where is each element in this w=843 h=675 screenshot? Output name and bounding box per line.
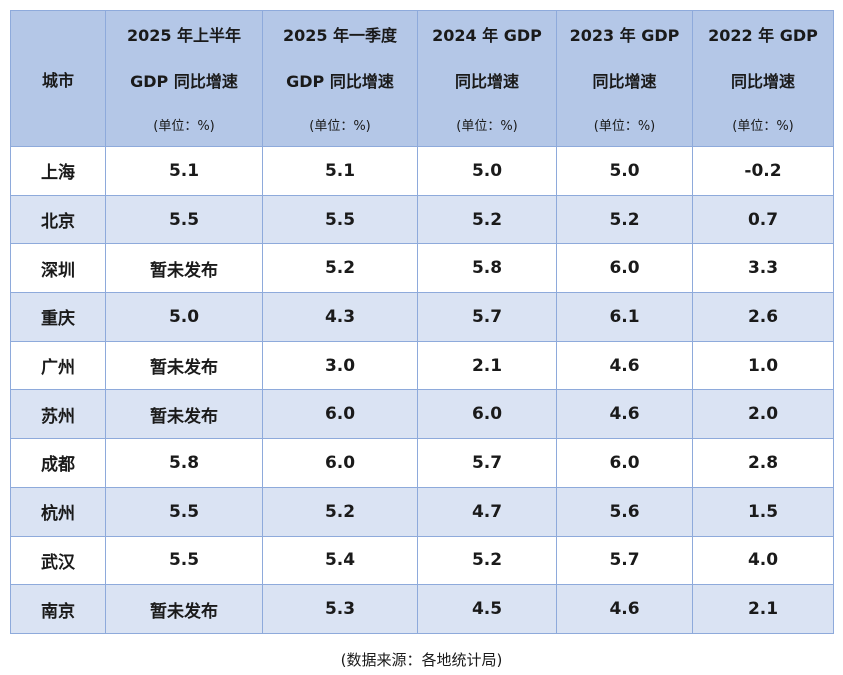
table-row: 深圳 暂未发布 5.2 5.8 6.0 3.3 — [10, 243, 834, 294]
value-cell: 5.2 — [417, 194, 557, 245]
value-cell: 2.8 — [692, 438, 834, 488]
city-cell: 武汉 — [10, 535, 106, 586]
value-cell: 5.5 — [105, 194, 263, 245]
value-cell: 4.6 — [556, 389, 693, 440]
city-cell: 上海 — [10, 146, 106, 196]
table-row: 广州 暂未发布 3.0 2.1 4.6 1.0 — [10, 340, 834, 391]
value-cell: 6.1 — [556, 292, 693, 342]
value-cell: 4.6 — [556, 584, 693, 634]
header-unit: (单位：%) — [153, 119, 215, 134]
gdp-growth-table: 城市 2025 年上半年 GDP 同比增速 (单位：%) 2025 年一季度 G… — [10, 10, 834, 634]
value-cell: 5.5 — [105, 535, 263, 586]
city-header-label: 城市 — [41, 70, 74, 90]
header-line1: 2022 年 GDP — [708, 26, 818, 45]
value-cell: 5.8 — [105, 438, 263, 488]
city-cell: 北京 — [10, 194, 106, 245]
table-row: 杭州 5.5 5.2 4.7 5.6 1.5 — [10, 486, 834, 537]
value-cell: 5.4 — [262, 535, 418, 586]
value-cell: 暂未发布 — [105, 389, 263, 440]
value-cell: 5.5 — [262, 194, 418, 245]
value-cell: -0.2 — [692, 146, 834, 196]
city-cell: 苏州 — [10, 389, 106, 440]
table-row: 北京 5.5 5.5 5.2 5.2 0.7 — [10, 194, 834, 245]
value-cell: 4.3 — [262, 292, 418, 342]
value-cell: 暂未发布 — [105, 243, 263, 294]
value-cell: 1.5 — [692, 486, 834, 537]
table-row: 南京 暂未发布 5.3 4.5 4.6 2.1 — [10, 584, 834, 634]
header-cell-2025-h1: 2025 年上半年 GDP 同比增速 (单位：%) — [105, 10, 263, 147]
city-cell: 杭州 — [10, 486, 106, 537]
header-cell-2022: 2022 年 GDP 同比增速 (单位：%) — [692, 10, 834, 147]
value-cell: 5.1 — [105, 146, 263, 196]
value-cell: 5.2 — [417, 535, 557, 586]
value-cell: 6.0 — [262, 389, 418, 440]
value-cell: 5.2 — [556, 194, 693, 245]
value-cell: 5.0 — [556, 146, 693, 196]
value-cell: 5.2 — [262, 486, 418, 537]
value-cell: 4.5 — [417, 584, 557, 634]
header-unit: (单位：%) — [309, 119, 371, 134]
header-row: 城市 2025 年上半年 GDP 同比增速 (单位：%) 2025 年一季度 G… — [10, 10, 834, 147]
header-line1: 2024 年 GDP — [432, 26, 542, 45]
city-cell: 南京 — [10, 584, 106, 634]
header-line1: 2025 年一季度 — [282, 26, 398, 45]
header-cell-2025-q1: 2025 年一季度 GDP 同比增速 (单位：%) — [262, 10, 418, 147]
value-cell: 5.7 — [417, 292, 557, 342]
value-cell: 2.0 — [692, 389, 834, 440]
header-unit: (单位：%) — [593, 119, 656, 134]
value-cell: 0.7 — [692, 194, 834, 245]
value-cell: 5.6 — [556, 486, 693, 537]
value-cell: 5.7 — [556, 535, 693, 586]
value-cell: 1.0 — [692, 340, 834, 391]
value-cell: 6.0 — [262, 438, 418, 488]
header-cell-city: 城市 — [10, 10, 106, 147]
value-cell: 5.3 — [262, 584, 418, 634]
table-row: 上海 5.1 5.1 5.0 5.0 -0.2 — [10, 146, 834, 196]
city-cell: 深圳 — [10, 243, 106, 294]
header-line2: GDP 同比增速 — [286, 72, 394, 91]
value-cell: 4.7 — [417, 486, 557, 537]
header-unit: (单位：%) — [456, 119, 518, 134]
table-row: 苏州 暂未发布 6.0 6.0 4.6 2.0 — [10, 389, 834, 440]
value-cell: 5.7 — [417, 438, 557, 488]
header-line2: 同比增速 — [454, 72, 519, 91]
value-cell: 3.0 — [262, 340, 418, 391]
city-cell: 成都 — [10, 438, 106, 488]
table-row: 成都 5.8 6.0 5.7 6.0 2.8 — [10, 438, 834, 488]
value-cell: 暂未发布 — [105, 340, 263, 391]
value-cell: 5.5 — [105, 486, 263, 537]
table-row: 武汉 5.5 5.4 5.2 5.7 4.0 — [10, 535, 834, 586]
value-cell: 5.0 — [417, 146, 557, 196]
header-line2: GDP 同比增速 — [130, 72, 238, 91]
value-cell: 5.1 — [262, 146, 418, 196]
value-cell: 6.0 — [417, 389, 557, 440]
value-cell: 5.0 — [105, 292, 263, 342]
value-cell: 4.0 — [692, 535, 834, 586]
header-line1: 2025 年上半年 — [126, 26, 242, 45]
value-cell: 6.0 — [556, 243, 693, 294]
header-unit: (单位：%) — [732, 119, 794, 134]
city-cell: 重庆 — [10, 292, 106, 342]
value-cell: 5.2 — [262, 243, 418, 294]
city-cell: 广州 — [10, 340, 106, 391]
data-source-note: (数据来源：各地统计局) — [340, 650, 503, 669]
header-line1: 2023 年 GDP — [569, 26, 680, 45]
value-cell: 5.8 — [417, 243, 557, 294]
value-cell: 3.3 — [692, 243, 834, 294]
header-cell-2024: 2024 年 GDP 同比增速 (单位：%) — [417, 10, 557, 147]
value-cell: 2.1 — [417, 340, 557, 391]
table-header: 城市 2025 年上半年 GDP 同比增速 (单位：%) 2025 年一季度 G… — [10, 10, 834, 147]
value-cell: 4.6 — [556, 340, 693, 391]
table-body: 上海 5.1 5.1 5.0 5.0 -0.2 北京 5.5 5.5 5.2 5… — [10, 146, 834, 634]
header-cell-2023: 2023 年 GDP 同比增速 (单位：%) — [556, 10, 693, 147]
value-cell: 2.6 — [692, 292, 834, 342]
table-row: 重庆 5.0 4.3 5.7 6.1 2.6 — [10, 292, 834, 342]
header-line2: 同比增速 — [730, 72, 795, 91]
value-cell: 2.1 — [692, 584, 834, 634]
value-cell: 6.0 — [556, 438, 693, 488]
header-line2: 同比增速 — [592, 72, 657, 91]
value-cell: 暂未发布 — [105, 584, 263, 634]
